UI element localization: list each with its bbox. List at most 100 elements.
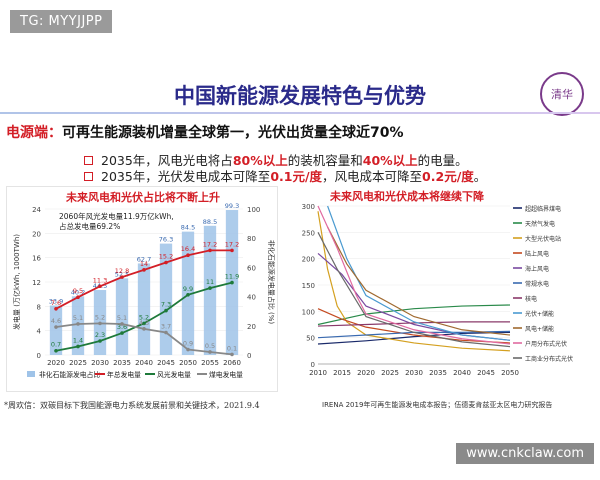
share-bar-label: 62.7 — [137, 255, 151, 263]
series-point-label: 11.3 — [93, 276, 107, 284]
x-tick-label: 2020 — [47, 359, 65, 367]
y-tick-label: 0 — [311, 361, 315, 369]
y-right-tick-label: 0 — [247, 352, 251, 360]
x-tick-label: 2035 — [429, 369, 447, 377]
x-tick-label: 2035 — [113, 359, 131, 367]
section-heading: 电源端：可再生能源装机增量全球第一，光伏出货量全球近70% — [6, 122, 404, 142]
legend-label: 核电 — [525, 295, 537, 303]
x-tick-label: 2010 — [309, 369, 327, 377]
series-point — [230, 280, 234, 285]
series-point — [98, 321, 102, 326]
share-bar — [203, 225, 217, 355]
share-bar-label: 88.5 — [203, 218, 217, 226]
share-bar-label: 33.9 — [49, 298, 63, 306]
series-point-label: 4.6 — [51, 317, 61, 325]
series-point-label: 3.7 — [161, 322, 171, 330]
y-tick-label: 200 — [302, 256, 315, 264]
series-point — [120, 331, 124, 335]
series-point-label: 5.1 — [117, 314, 127, 322]
series-point-label: 12.8 — [115, 267, 129, 275]
series-point — [208, 350, 212, 354]
y-left-tick-label: 8 — [37, 303, 41, 311]
share-bar-label: 40.2 — [71, 288, 85, 296]
share-bar-label: 52.5 — [115, 270, 129, 278]
legend-label: 非化石能源发电占比 — [39, 370, 100, 379]
y-tick-label: 100 — [302, 308, 315, 316]
x-tick-label: 2020 — [357, 369, 375, 377]
series-point-label: 1.4 — [73, 336, 83, 344]
series-point — [54, 306, 58, 311]
y-right-tick-label: 40 — [247, 294, 256, 302]
series-point — [208, 286, 212, 290]
series-point — [142, 321, 146, 326]
share-bar — [159, 243, 173, 355]
chart-annotation: 2060年风光发电量11.9万亿kWh, — [59, 211, 174, 221]
series-point — [164, 330, 168, 335]
series-point-label: 17.2 — [203, 240, 217, 248]
y-right-tick-label: 80 — [247, 235, 256, 243]
series-point-label: 7.3 — [161, 301, 171, 309]
series-point-label: 17.2 — [225, 240, 239, 248]
y-left-tick-label: 4 — [37, 328, 42, 336]
left-chart-panel: 未来风电和光伏占比将不断上升 2060年风光发电量11.9万亿kWh, 占总发电量… — [6, 186, 278, 392]
share-bar-label: 76.3 — [159, 236, 173, 244]
legend-label: 超超临界煤电 — [525, 205, 561, 213]
x-tick-label: 2025 — [69, 359, 87, 367]
legend-label: 煤电发电量 — [209, 370, 243, 379]
series-point — [142, 327, 146, 331]
x-tick-label: 2015 — [333, 369, 351, 377]
x-tick-label: 2050 — [179, 359, 197, 367]
series-point — [120, 322, 124, 326]
cost-line-超超临界煤电 — [317, 331, 511, 345]
share-bar — [49, 305, 63, 355]
series-point — [54, 325, 58, 329]
series-point-label: 0.5 — [205, 342, 215, 350]
series-point-label: 15.2 — [159, 253, 173, 261]
y-right-tick-label: 20 — [247, 323, 256, 331]
y-left-tick-label: 24 — [32, 206, 41, 214]
series-point — [164, 260, 168, 265]
series-point-label: 11.9 — [225, 273, 239, 281]
left-chart-title: 未来风电和光伏占比将不断上升 — [66, 191, 220, 204]
bullet-square-icon — [84, 172, 93, 181]
share-bar — [115, 278, 129, 355]
series-point — [186, 253, 190, 258]
right-chart-panel: 未来风电和光伏成本将继续下降 0 50 100 150 200 250 300 2010 201… — [296, 186, 573, 394]
legend-label: 工商业分布式光伏 — [525, 355, 573, 363]
series-point-label: 4.3 — [139, 319, 149, 327]
series-point — [76, 344, 80, 349]
series-point-label: 7.6 — [51, 299, 61, 307]
y-tick-label: 50 — [306, 335, 315, 343]
series-point-label: 14 — [140, 260, 148, 268]
cost-trend-chart: 0 50 100 150 200 250 300 2010 2015 2020 2025 2030 20… — [302, 203, 573, 377]
heading-text: 可再生能源装机增量全球第一，光伏出货量全球近70% — [62, 125, 404, 141]
series-point-label: 5.2 — [139, 313, 149, 321]
legend-label: 陆上风电 — [525, 250, 549, 258]
bullet-square-icon — [84, 156, 93, 165]
series-point — [76, 295, 80, 300]
series-point-label: 5.2 — [95, 313, 105, 321]
cost-line-风电+储能 — [327, 226, 511, 336]
slide: 中国新能源发展特色与优势 清华 电源端：可再生能源装机增量全球第一，光伏出货量全… — [0, 62, 600, 422]
share-bar-label: 84.5 — [181, 224, 195, 232]
bullet-2: 2035年，光伏发电成本可降至0.1元/度，风电成本可降至0.2元/度。 — [84, 166, 486, 185]
legend-label: 光伏+储能 — [525, 310, 554, 318]
x-tick-label: 2030 — [405, 369, 423, 377]
x-tick-label: 2050 — [501, 369, 519, 377]
legend-label: 大型光伏电站 — [525, 235, 561, 243]
y-left-tick-label: 0 — [37, 352, 41, 360]
cost-line-天然气发电 — [317, 304, 511, 326]
series-point — [76, 322, 80, 326]
cost-line-光伏+储能 — [327, 205, 511, 341]
share-bar — [137, 263, 151, 355]
cost-line-大型光伏电站 — [317, 211, 511, 352]
slide-title: 中国新能源发展特色与优势 — [174, 84, 426, 108]
series-point — [164, 308, 168, 313]
legend-label: 户用分布式光伏 — [525, 340, 567, 348]
series-point — [120, 275, 124, 279]
cost-line-核电 — [317, 321, 510, 327]
y-left-axis-title: 发电量 (万亿kWh, 1000TWh) — [12, 234, 21, 330]
series-point-label: 2.3 — [95, 331, 105, 339]
series-point-label: 0.7 — [51, 341, 61, 349]
legend-label: 海上风电 — [525, 265, 549, 273]
